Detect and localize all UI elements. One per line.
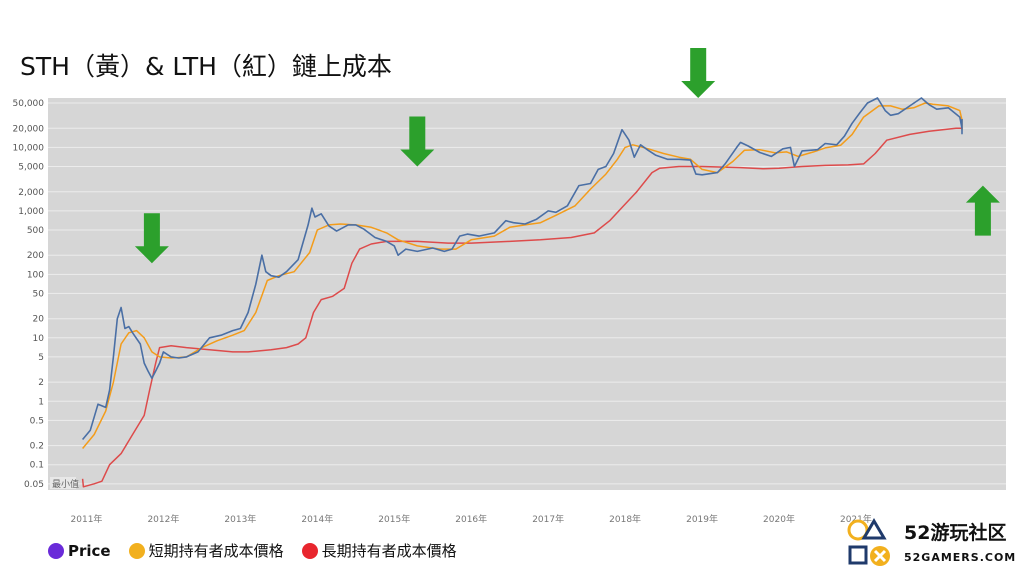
watermark-label: 最小值: [52, 478, 79, 490]
legend-dot-lth: [301, 542, 318, 559]
y-tick-label: 5: [38, 353, 44, 363]
y-tick-label: 50,000: [13, 99, 45, 109]
y-tick-label: 10: [33, 334, 45, 344]
x-tick-label: 2020年: [763, 513, 795, 525]
x-tick-label: 2016年: [455, 513, 487, 525]
legend-label-price: Price: [68, 541, 111, 560]
x-tick-label: 2019年: [686, 513, 718, 525]
y-axis-ticks: 50,000 20,000 10,000 5,000 2,000 1,000 500 200 1…: [13, 99, 45, 490]
legend: Price 短期持有者成本價格 長期持有者成本價格: [48, 540, 475, 561]
y-tick-label: 2: [38, 378, 44, 388]
page-title: STH（黃）& LTH（紅）鏈上成本: [20, 52, 392, 81]
annotation-arrow-up: [965, 185, 1000, 236]
y-tick-label: 0.2: [30, 442, 44, 452]
y-tick-label: 0.5: [30, 416, 44, 426]
legend-label-lth: 長期持有者成本價格: [321, 542, 457, 560]
y-tick-label: 20: [33, 315, 45, 325]
x-axis-ticks: 2011年 2012年 2013年 2014年 2015年 2016年 2017年 2018年…: [71, 513, 872, 525]
legend-dot-sth: [128, 542, 145, 559]
brand-logo-icon: [847, 518, 890, 566]
y-tick-label: 2,000: [18, 188, 44, 198]
legend-item-sth: 短期持有者成本價格: [128, 540, 284, 561]
y-tick-label: 200: [27, 251, 44, 261]
legend-item-price: Price: [48, 542, 111, 560]
plot-background: [48, 98, 1006, 490]
y-tick-label: 500: [27, 226, 44, 236]
legend-item-lth: 長期持有者成本價格: [301, 540, 457, 561]
min-value-watermark: 最小值: [50, 477, 79, 490]
y-tick-label: 10,000: [13, 143, 45, 153]
x-tick-label: 2018年: [609, 513, 641, 525]
annotation-arrow-down: [134, 213, 169, 264]
brand-name: 52游玩社区: [904, 522, 1007, 544]
x-tick-label: 2015年: [378, 513, 410, 525]
x-tick-label: 2017年: [532, 513, 564, 525]
y-tick-label: 0.05: [24, 480, 44, 490]
gridlines: [48, 102, 1006, 485]
annotation-arrow-down: [400, 116, 435, 167]
y-tick-label: 1: [38, 397, 44, 407]
y-tick-label: 1,000: [18, 207, 44, 217]
brand-domain: 52GAMERS.COM: [904, 551, 1017, 564]
legend-dot-price: [48, 542, 64, 559]
annotation-arrows: [134, 48, 1000, 264]
y-tick-label: 50: [33, 289, 45, 299]
watermark-box: [50, 477, 76, 489]
annotation-arrow-down: [681, 48, 716, 98]
x-tick-label: 2014年: [301, 513, 333, 525]
y-tick-label: 20,000: [13, 124, 45, 134]
series-group: [81, 97, 963, 488]
x-tick-label: 2011年: [71, 513, 103, 525]
legend-label-sth: 短期持有者成本價格: [148, 542, 284, 560]
x-tick-label: 2013年: [224, 513, 256, 525]
y-tick-label: 5,000: [18, 162, 44, 172]
x-tick-label: 2012年: [147, 513, 179, 525]
series-line-price: [81, 97, 963, 441]
y-tick-label: 100: [27, 270, 44, 280]
brand-watermark: 52游玩社区 52GAMERS.COM: [846, 516, 1018, 570]
y-tick-label: 0.1: [30, 461, 44, 471]
